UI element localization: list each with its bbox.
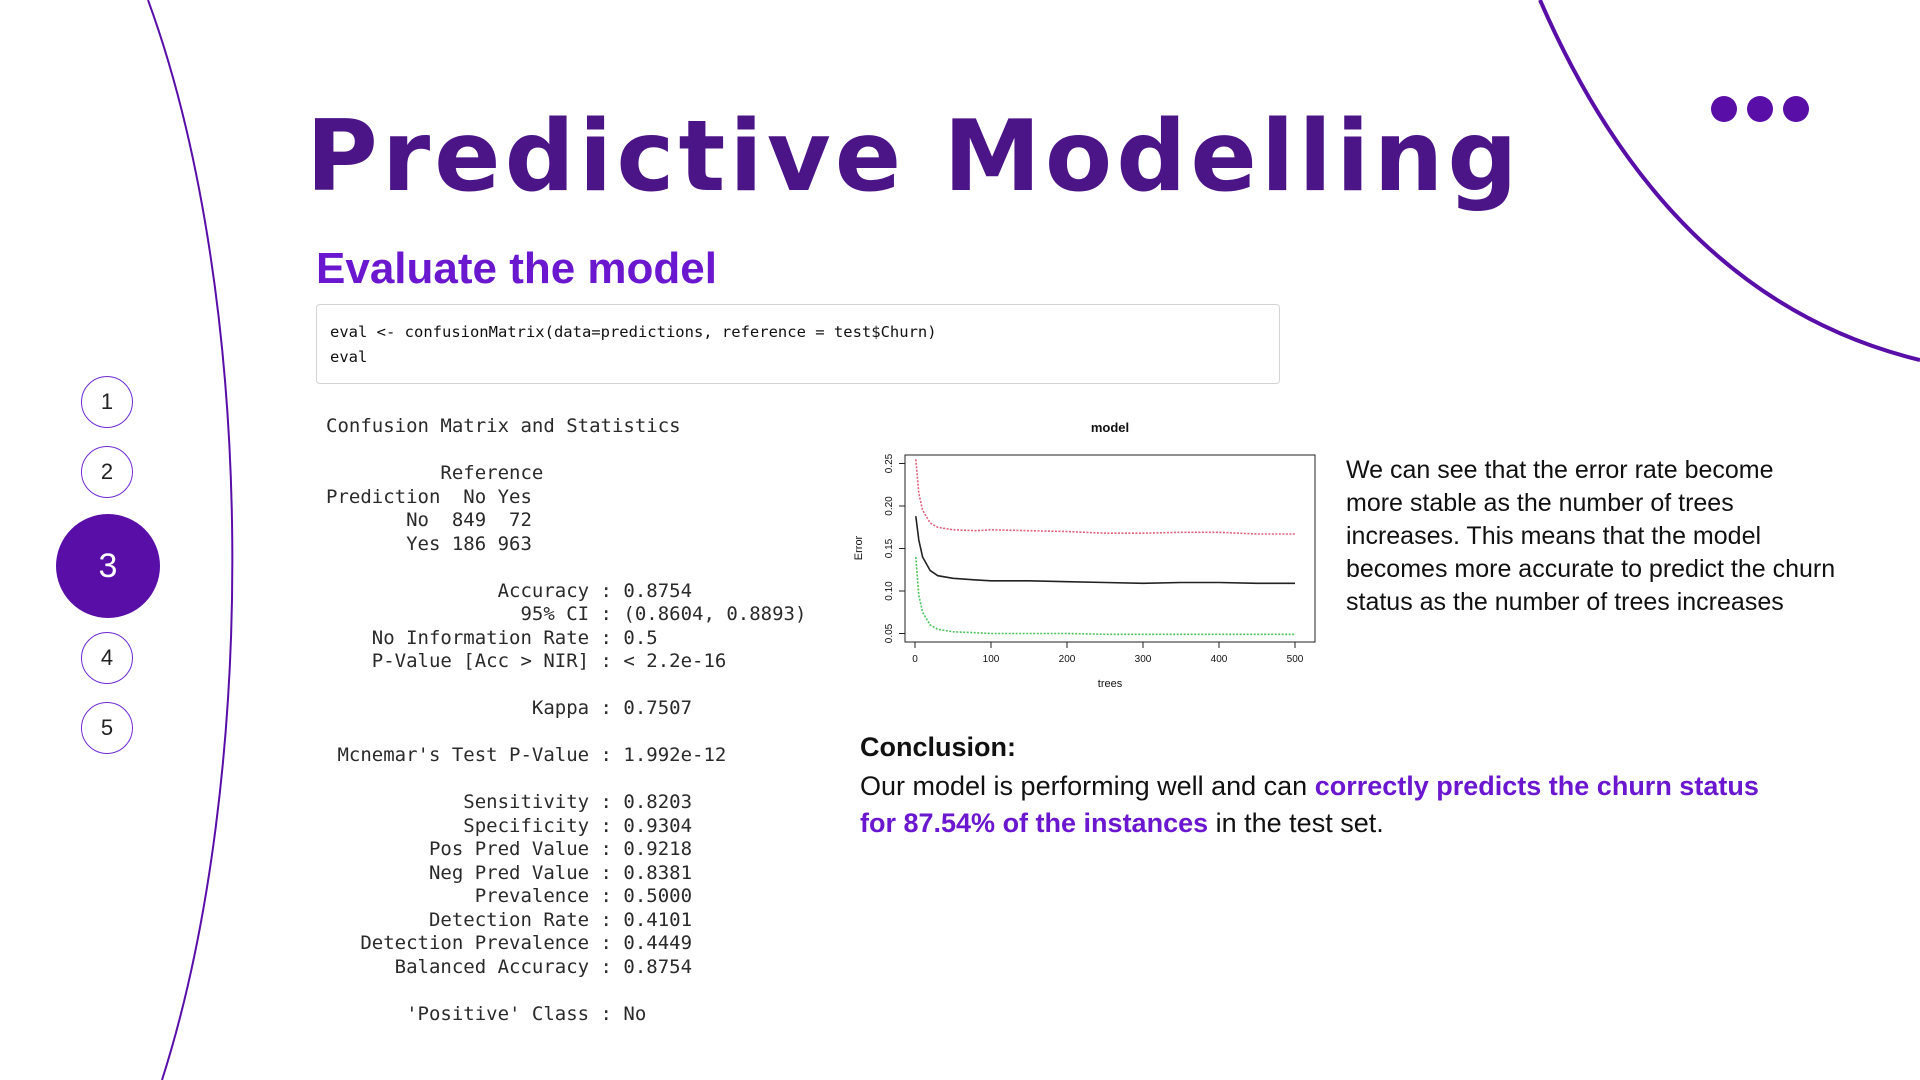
r-output-line: Prevalence : 0.5000: [326, 885, 693, 907]
ellipsis-dot: [1711, 96, 1737, 122]
y-tick-label: 0.10: [884, 581, 895, 601]
r-output-line: 'Positive' Class : No: [326, 1002, 647, 1025]
x-tick-label: 100: [983, 654, 1000, 665]
r-output-line: Prediction No Yes: [326, 485, 532, 508]
series-line: [915, 516, 1295, 585]
left-arc: [147, 0, 234, 1080]
r-output-line: P-Value [Acc > NIR] : < 2.2e-16: [326, 650, 727, 672]
y-axis-label: Error: [853, 535, 865, 560]
conclusion-highlight: correctly predicts the churn status for …: [860, 771, 1759, 838]
x-tick-label: 0: [912, 654, 918, 665]
r-output-line: Pos Pred Value : 0.9218: [326, 838, 693, 860]
r-output-line: [326, 979, 806, 1003]
explanation-text: We can see that the error rate become mo…: [1346, 456, 1836, 616]
chart-title: model: [1091, 420, 1129, 435]
x-tick-label: 300: [1135, 654, 1152, 665]
code-line: eval <- confusionMatrix(data=predictions…: [330, 323, 937, 341]
r-output-line: Yes 186 963: [326, 532, 532, 555]
step-5[interactable]: 5: [81, 702, 133, 754]
ellipsis-dot: [1747, 96, 1773, 122]
x-tick-label: 500: [1287, 654, 1304, 665]
r-console-output: Confusion Matrix and Statistics Referenc…: [326, 415, 806, 1026]
ellipsis-icon[interactable]: [1711, 96, 1809, 122]
r-output-line: 95% CI : (0.8604, 0.8893): [326, 603, 807, 625]
r-output-line: [326, 556, 806, 580]
ellipsis-dot: [1783, 96, 1809, 122]
x-axis-label: trees: [1098, 678, 1123, 690]
r-output-line: Accuracy : 0.8754: [326, 579, 693, 602]
step-4[interactable]: 4: [81, 632, 133, 684]
r-output-line: No Information Rate : 0.5: [326, 626, 658, 649]
series-line: [915, 459, 1295, 535]
r-output-line: Detection Rate : 0.4101: [326, 908, 693, 931]
r-output-line: Kappa : 0.7507: [326, 697, 693, 719]
conclusion-text-before: Our model is performing well and can: [860, 771, 1315, 801]
y-tick-label: 0.20: [884, 496, 895, 516]
x-tick-label: 400: [1211, 654, 1228, 665]
code-block: eval <- confusionMatrix(data=predictions…: [316, 304, 1280, 384]
r-output-line: Detection Prevalence : 0.4449: [326, 932, 693, 954]
error-rate-chart: model trees Error 0 100 200 300 400 500 0.05 0.…: [853, 420, 1316, 690]
conclusion-text-after: in the test set.: [1208, 808, 1384, 838]
r-output-line: Balanced Accuracy : 0.8754: [326, 955, 693, 978]
y-tick-label: 0.15: [884, 538, 895, 558]
r-output-line: [326, 721, 806, 745]
r-output-line: Neg Pred Value : 0.8381: [326, 861, 693, 884]
step-3-active[interactable]: 3: [56, 514, 160, 618]
series-line: [915, 556, 1295, 636]
r-output-line: [326, 674, 806, 698]
y-tick-label: 0.05: [884, 623, 895, 643]
top-right-arc: [1538, 0, 1920, 362]
conclusion-heading: Conclusion:: [860, 732, 1016, 762]
r-output-line: Specificity : 0.9304: [326, 814, 693, 837]
plot-frame: [904, 454, 1316, 643]
r-output-line: Sensitivity : 0.8203: [326, 791, 693, 813]
code-line: eval: [330, 348, 368, 366]
page-title: Predictive Modelling: [306, 100, 1522, 214]
section-subtitle: Evaluate the model: [316, 244, 718, 293]
conclusion-text: Our model is performing well and can cor…: [860, 768, 1760, 842]
r-output-line: [326, 768, 806, 792]
y-tick-label: 0.25: [884, 453, 895, 473]
r-output-line: Confusion Matrix and Statistics: [326, 415, 681, 437]
r-output-line: Reference: [326, 462, 544, 484]
r-output-line: [326, 439, 806, 463]
x-tick-label: 200: [1059, 654, 1076, 665]
r-output-line: No 849 72: [326, 509, 532, 531]
step-2[interactable]: 2: [81, 446, 133, 498]
step-1[interactable]: 1: [81, 376, 133, 428]
r-output-line: Mcnemar's Test P-Value : 1.992e-12: [326, 744, 727, 766]
